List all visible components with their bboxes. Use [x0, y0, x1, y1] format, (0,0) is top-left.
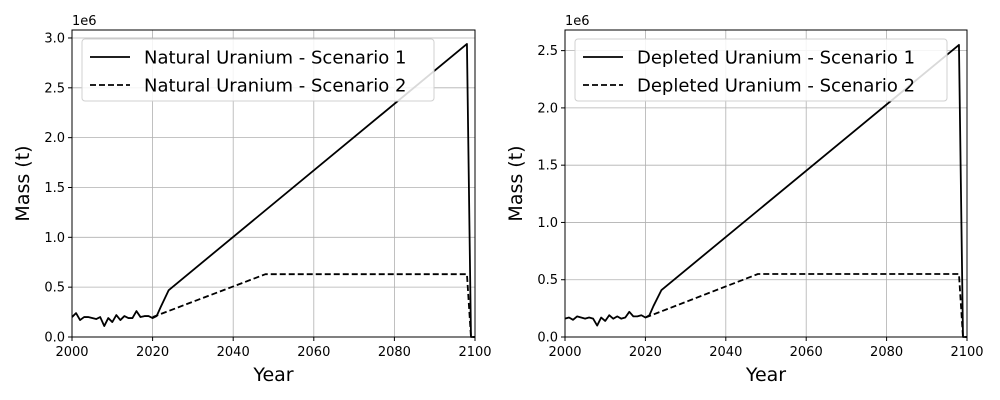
x-tick-label: 2020 [629, 345, 662, 360]
y-offset-label: 1e6 [72, 14, 97, 29]
plot-frame [71, 29, 476, 338]
x-tick-label: 2040 [709, 345, 742, 360]
x-tick-label: 2000 [548, 345, 581, 360]
y-tick-label: 1.5 [537, 159, 558, 174]
x-tick-label: 2080 [378, 345, 411, 360]
x-tick-label: 2040 [217, 345, 250, 360]
legend-box [574, 38, 948, 102]
y-tick-label: 1.0 [44, 231, 65, 246]
legend-label-2: Natural Uranium - Scenario 2 [144, 76, 406, 97]
y-tick-label: 2.5 [537, 44, 558, 59]
y-tick-label: 2.0 [537, 101, 558, 116]
y-axis-label: Mass (t) [12, 145, 34, 221]
y-tick-label: 0.0 [44, 331, 65, 346]
legend-box [81, 38, 435, 102]
y-tick-label: 2.5 [44, 81, 65, 96]
chart-panel-2: 2000 2020 2040 2060 2080 2100 0.0 0.5 1.0 1.5 2.0 2… [505, 14, 984, 386]
series-line-1 [564, 43, 967, 338]
legend-label-1: Depleted Uranium - Scenario 1 [637, 48, 915, 69]
x-axis-label: Year [745, 364, 786, 386]
chart-panel-1: 2000 2020 2040 2060 2080 2100 0.0 0.5 1.0 1.5 2.0 2… [12, 14, 492, 386]
plot-frame [564, 29, 968, 338]
y-tick-label: 0.5 [537, 273, 558, 288]
y-tick-label: 2.0 [44, 131, 65, 146]
x-tick-label: 2020 [136, 345, 169, 360]
x-tick-label: 2080 [870, 345, 903, 360]
x-tick-label: 2000 [55, 345, 88, 360]
y-offset-label: 1e6 [565, 14, 590, 29]
x-axis-label: Year [252, 364, 293, 386]
legend-label-2: Depleted Uranium - Scenario 2 [637, 76, 915, 97]
series-line-1 [71, 43, 475, 338]
y-tick-label: 1.5 [44, 181, 65, 196]
y-tick-label: 1.0 [537, 216, 558, 231]
x-tick-label: 2060 [790, 345, 823, 360]
y-tick-label: 3.0 [44, 31, 65, 46]
y-axis-label: Mass (t) [505, 145, 527, 221]
x-tick-label: 2100 [458, 345, 491, 360]
y-tick-label: 0.0 [537, 331, 558, 346]
legend: Depleted Uranium - Scenario 1 Depleted Ur… [574, 38, 948, 102]
legend: Natural Uranium - Scenario 1 Natural Uran… [81, 38, 435, 102]
legend-label-1: Natural Uranium - Scenario 1 [144, 48, 406, 69]
x-tick-label: 2100 [950, 345, 983, 360]
y-tick-label: 0.5 [44, 281, 65, 296]
x-tick-label: 2060 [297, 345, 330, 360]
